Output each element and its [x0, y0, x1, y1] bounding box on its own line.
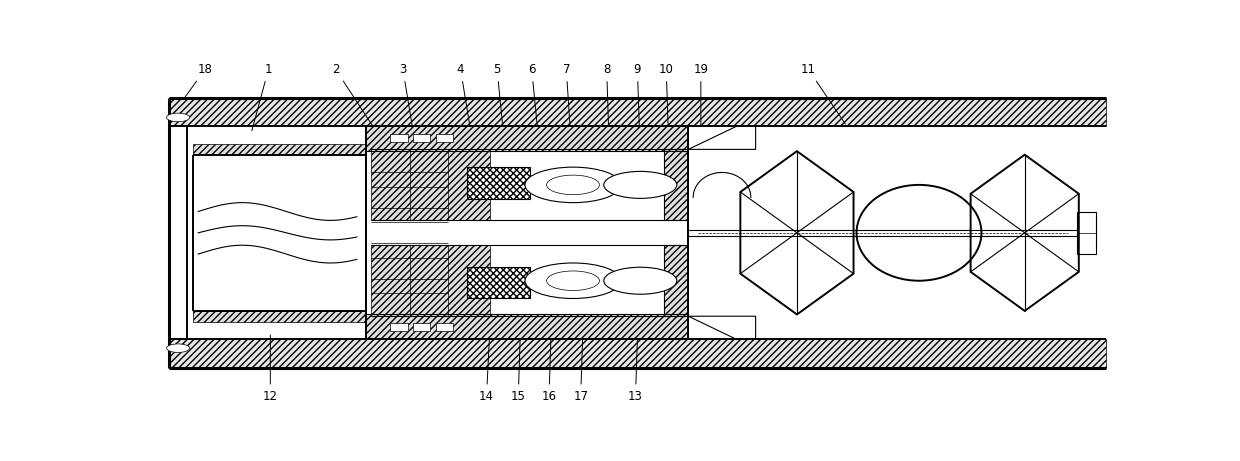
- Circle shape: [604, 171, 677, 198]
- Text: 17: 17: [573, 340, 588, 402]
- Bar: [391, 323, 408, 331]
- Text: 14: 14: [479, 340, 494, 402]
- Circle shape: [525, 263, 621, 298]
- Bar: [170, 339, 1106, 368]
- Bar: [170, 98, 1106, 126]
- Bar: [391, 135, 408, 142]
- Text: 18: 18: [184, 63, 212, 99]
- Text: 2: 2: [332, 63, 372, 126]
- Circle shape: [604, 267, 677, 294]
- Bar: [413, 135, 430, 142]
- Bar: [665, 149, 688, 220]
- Text: 9: 9: [634, 63, 641, 125]
- Text: 19: 19: [693, 63, 708, 125]
- Text: 5: 5: [494, 63, 502, 125]
- Circle shape: [166, 113, 190, 122]
- Text: 13: 13: [629, 340, 642, 402]
- Text: 8: 8: [603, 63, 610, 125]
- Bar: [665, 245, 688, 316]
- Bar: [1076, 212, 1096, 254]
- Text: 12: 12: [263, 335, 278, 402]
- Bar: [193, 144, 367, 155]
- Bar: [467, 266, 529, 298]
- Bar: [435, 323, 453, 331]
- Bar: [435, 135, 453, 142]
- Text: 6: 6: [528, 63, 537, 125]
- Bar: [413, 323, 430, 331]
- Bar: [193, 311, 367, 322]
- Bar: [371, 245, 490, 316]
- Bar: [367, 314, 688, 339]
- Text: 7: 7: [563, 63, 570, 125]
- Text: 16: 16: [542, 340, 557, 402]
- Text: 3: 3: [399, 63, 412, 125]
- Text: 10: 10: [658, 63, 673, 125]
- Bar: [367, 126, 688, 151]
- Bar: [467, 167, 529, 199]
- Text: 11: 11: [801, 63, 846, 124]
- Circle shape: [166, 344, 190, 352]
- Text: 1: 1: [252, 63, 272, 131]
- Text: 4: 4: [456, 63, 470, 125]
- Text: 15: 15: [511, 340, 526, 402]
- Bar: [371, 149, 490, 220]
- Circle shape: [525, 167, 621, 203]
